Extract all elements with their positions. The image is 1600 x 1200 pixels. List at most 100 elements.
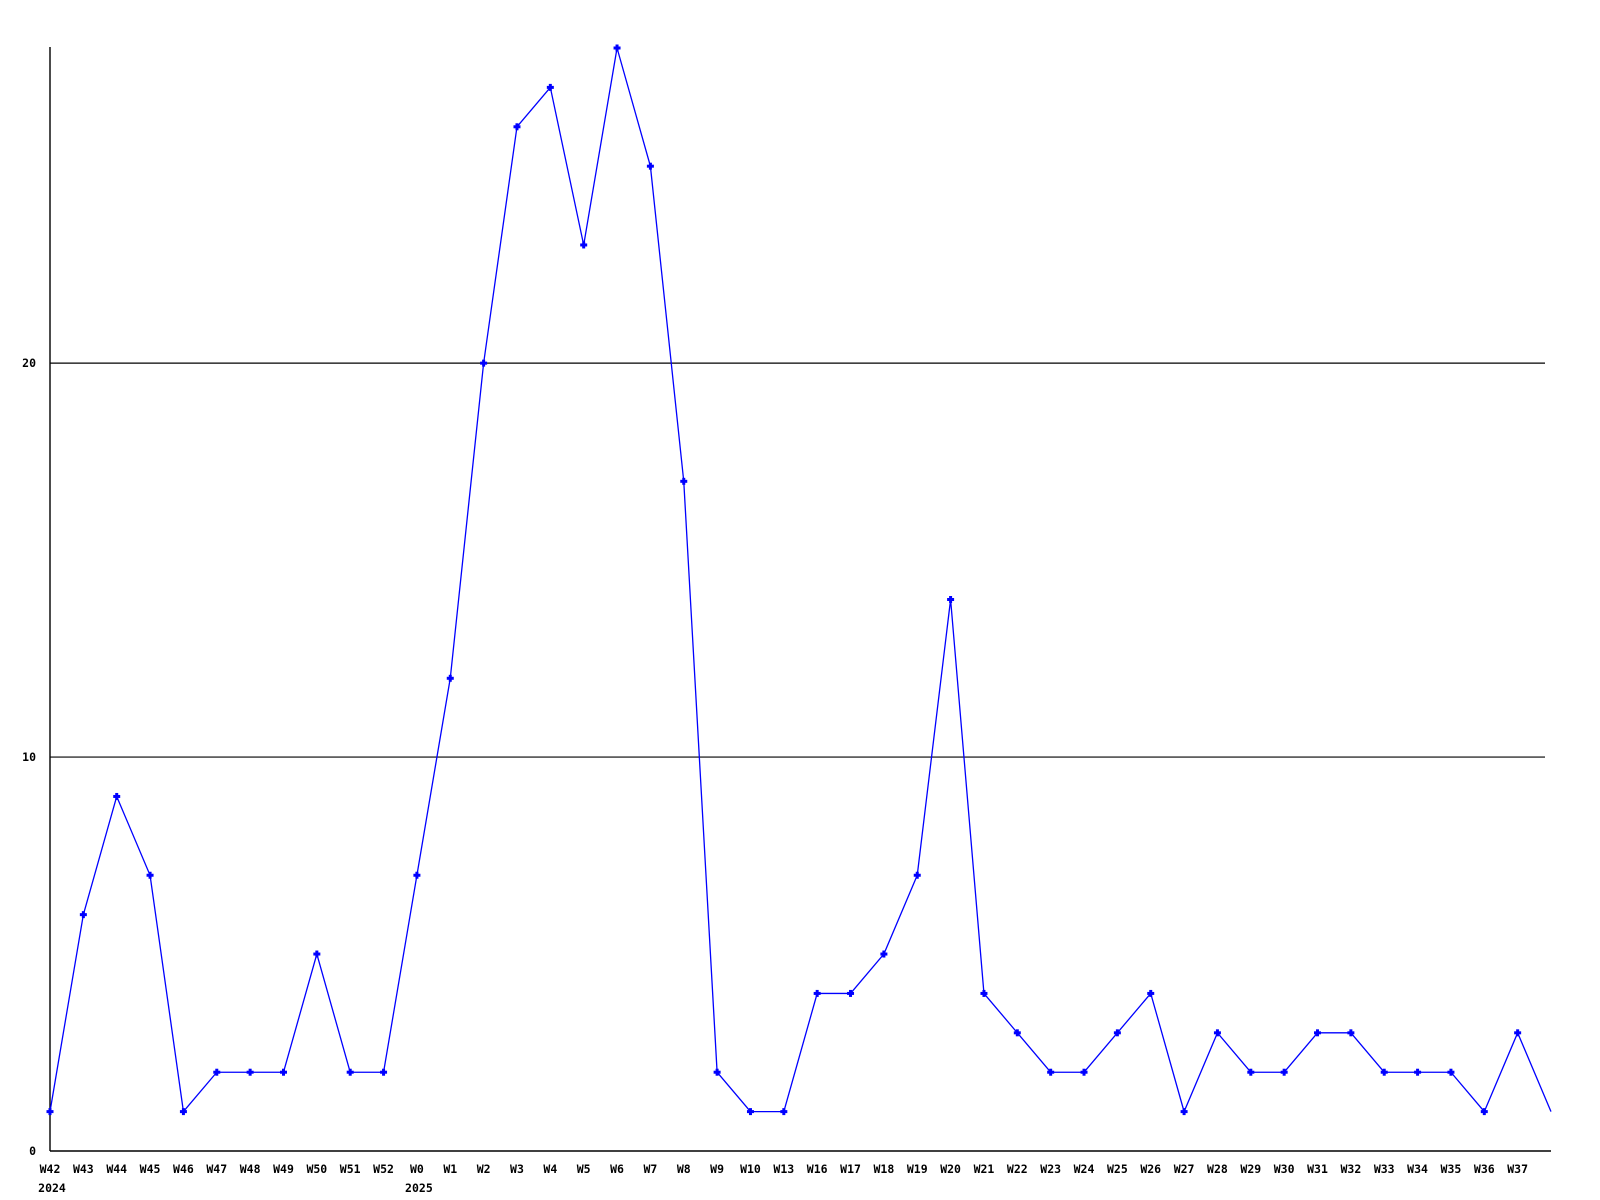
x-tick-label: W50 [306, 1162, 327, 1176]
data-point [480, 359, 488, 367]
x-tick-label: W28 [1207, 1162, 1228, 1176]
data-point [46, 1108, 54, 1116]
data-point [513, 123, 521, 131]
data-point [813, 989, 821, 997]
x-tick-label: W47 [206, 1162, 227, 1176]
x-tick-label: W31 [1307, 1162, 1328, 1176]
x-tick-label: W48 [240, 1162, 261, 1176]
data-point [646, 162, 654, 170]
data-point [446, 674, 454, 682]
data-point [546, 83, 554, 91]
x-tick-label: W32 [1340, 1162, 1361, 1176]
data-point [1447, 1068, 1455, 1076]
x-tick-label: W20 [940, 1162, 961, 1176]
x-tick-label: W8 [677, 1162, 691, 1176]
data-point [713, 1068, 721, 1076]
x-tick-label: W34 [1407, 1162, 1428, 1176]
data-point [1013, 1029, 1021, 1037]
x-tick-label: W37 [1507, 1162, 1528, 1176]
data-markers [46, 44, 1522, 1116]
x-tick-label: W22 [1007, 1162, 1028, 1176]
y-tick-label: 0 [29, 1144, 36, 1158]
data-point [1080, 1068, 1088, 1076]
x-year-label: 2025 [405, 1181, 433, 1195]
x-tick-label: W19 [907, 1162, 928, 1176]
data-point [1147, 989, 1155, 997]
x-tick-label: W49 [273, 1162, 294, 1176]
data-point [146, 871, 154, 879]
data-point [246, 1068, 254, 1076]
series-line [49, 47, 1552, 1114]
data-point [847, 989, 855, 997]
x-tick-label: W27 [1174, 1162, 1195, 1176]
x-tick-label: W10 [740, 1162, 761, 1176]
data-point [79, 911, 87, 919]
x-tick-label: W52 [373, 1162, 394, 1176]
data-point [1380, 1068, 1388, 1076]
data-point [613, 44, 621, 52]
x-tick-label: W21 [974, 1162, 995, 1176]
data-point [1480, 1108, 1488, 1116]
data-point [279, 1068, 287, 1076]
x-tick-label: W16 [807, 1162, 828, 1176]
x-tick-label: W1 [443, 1162, 457, 1176]
data-point [413, 871, 421, 879]
data-point [1314, 1029, 1322, 1037]
data-point [113, 792, 121, 800]
x-tick-label: W6 [610, 1162, 624, 1176]
x-tick-label: W30 [1274, 1162, 1295, 1176]
data-series [49, 47, 1552, 1114]
x-tick-label: W36 [1474, 1162, 1495, 1176]
x-year-label: 2024 [38, 1181, 66, 1195]
data-point [313, 950, 321, 958]
data-point [1047, 1068, 1055, 1076]
data-point [913, 871, 921, 879]
y-tick-label: 20 [22, 356, 36, 370]
x-tick-label: W23 [1040, 1162, 1061, 1176]
y-tick-label: 10 [22, 750, 36, 764]
x-tick-label: W17 [840, 1162, 861, 1176]
x-tick-label: W42 [40, 1162, 61, 1176]
data-point [213, 1068, 221, 1076]
data-point [880, 950, 888, 958]
x-tick-label: W4 [543, 1162, 557, 1176]
data-point [1414, 1068, 1422, 1076]
x-tick-label: W0 [410, 1162, 424, 1176]
data-point [1247, 1068, 1255, 1076]
x-tick-label: W51 [340, 1162, 361, 1176]
data-point [179, 1108, 187, 1116]
axes [49, 47, 1551, 1152]
x-tick-label: W25 [1107, 1162, 1128, 1176]
x-tick-label: W3 [510, 1162, 524, 1176]
x-tick-label: W18 [873, 1162, 894, 1176]
data-point [1113, 1029, 1121, 1037]
gridlines [50, 362, 1545, 758]
x-tick-label: W44 [106, 1162, 127, 1176]
x-tick-label: W9 [710, 1162, 724, 1176]
x-tick-label: W45 [140, 1162, 161, 1176]
data-point [1180, 1108, 1188, 1116]
data-point [947, 596, 955, 603]
x-tick-label: W43 [73, 1162, 94, 1176]
data-point [1280, 1068, 1288, 1076]
x-tick-label: W26 [1140, 1162, 1161, 1176]
data-point [346, 1068, 354, 1076]
data-point [1347, 1029, 1355, 1037]
x-tick-label: W5 [577, 1162, 591, 1176]
x-tick-label: W13 [773, 1162, 794, 1176]
data-point [980, 989, 988, 997]
data-point [746, 1108, 754, 1116]
x-tick-label: W24 [1074, 1162, 1095, 1176]
x-tick-label: W29 [1240, 1162, 1261, 1176]
data-point [780, 1108, 788, 1116]
x-tick-label: W35 [1441, 1162, 1462, 1176]
axis-labels: 0 10 20 W42 W43 W44 W45 W46 W47 W48 W49 W50 W51 W52 W0… [22, 356, 1528, 1195]
x-tick-label: W2 [477, 1162, 491, 1176]
data-point [580, 241, 588, 249]
data-point [1514, 1029, 1522, 1037]
data-point [380, 1068, 388, 1076]
x-tick-label: W7 [643, 1162, 657, 1176]
data-point [680, 477, 688, 485]
